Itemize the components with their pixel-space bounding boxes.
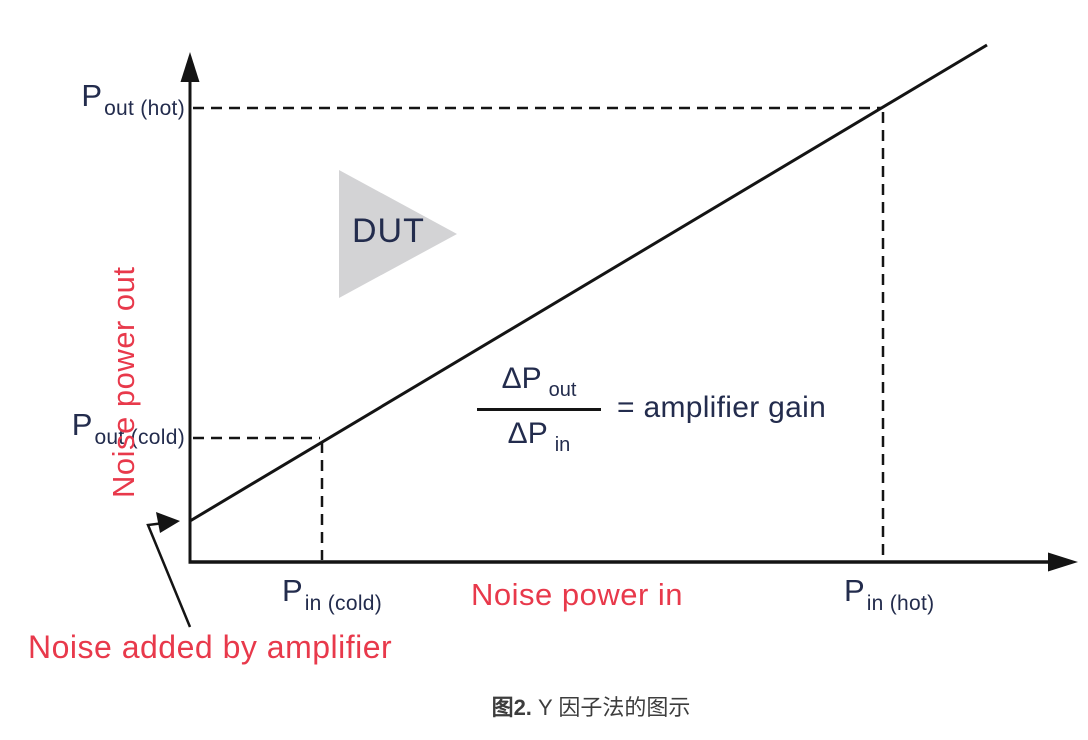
y-axis-arrowhead [180,52,200,82]
formula-denominator-subscript: in [554,434,571,456]
caption-text: Y 因子法的图示 [531,695,691,720]
y-axis-title: Noise power out [106,266,141,498]
formula-numerator-subscript: out [548,379,577,401]
formula-denominator-base: ΔP [507,417,548,450]
annotation-arrowhead [156,512,180,533]
x-axis-arrowhead [1048,552,1078,572]
formula-result: = amplifier gain [617,390,827,424]
formula-numerator-base: ΔP [501,362,542,395]
pin-hot-subscript: in (hot) [866,592,935,615]
formula-denominator: ΔP in [477,411,601,456]
noise-added-annotation: Noise added by amplifier [28,629,393,665]
pin-cold-subscript: in (cold) [304,592,383,615]
pin-cold-base: P [282,573,303,608]
dut-triangle [339,170,457,298]
caption-number: 图2. [491,695,532,720]
pin-cold-label: Pin (cold) [282,575,382,614]
pout-cold-label: Pout (cold) [45,409,185,448]
pout-hot-subscript: out (hot) [104,97,185,120]
annotation-arrow [146,521,192,628]
formula-fraction-bar [477,408,601,411]
pin-hot-label: Pin (hot) [844,575,934,614]
pout-cold-base: P [71,407,93,442]
formula-numerator: ΔP out [477,360,601,408]
dut-label: DUT [352,212,425,250]
pout-cold-subscript: out (cold) [94,426,185,449]
x-axis-title: Noise power in [471,577,684,612]
formula: ΔP out ΔP in = amplifier gain [477,360,826,455]
formula-fraction: ΔP out ΔP in [477,360,601,455]
pin-hot-base: P [844,573,865,608]
gain-line [189,43,988,523]
pout-hot-label: Pout (hot) [55,80,185,119]
pout-hot-base: P [81,78,103,113]
figure-caption: 图2. Y 因子法的图示 [94,690,1088,722]
